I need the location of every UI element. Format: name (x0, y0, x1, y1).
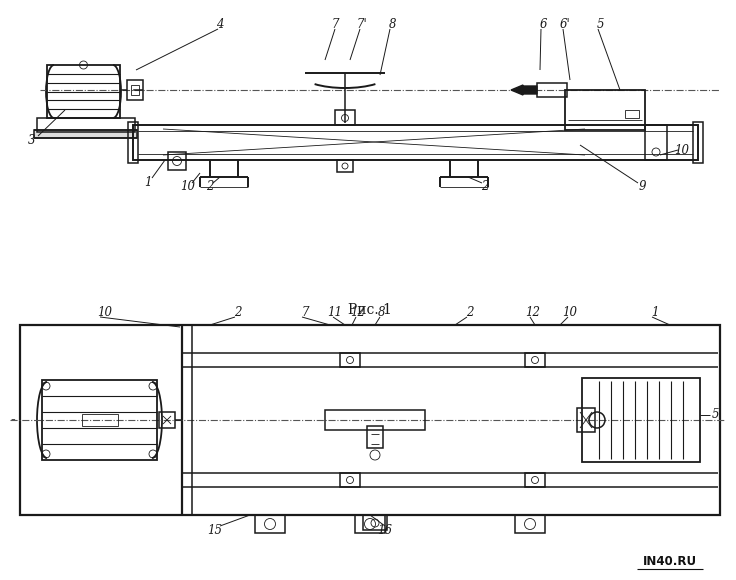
Text: 2: 2 (206, 180, 213, 194)
Text: 5: 5 (711, 408, 719, 422)
Text: 6: 6 (539, 19, 547, 31)
Text: IN40.RU: IN40.RU (643, 555, 697, 568)
Bar (34, 130, 137, 138)
Text: 16: 16 (378, 524, 392, 536)
Bar (582, 378, 700, 462)
Text: 3: 3 (28, 133, 36, 147)
Bar (355, 515, 385, 533)
Bar (133, 125, 698, 160)
Bar (127, 80, 143, 100)
Bar (340, 353, 360, 367)
Text: 7': 7' (357, 19, 367, 31)
Bar (47, 65, 120, 118)
Text: 8: 8 (389, 19, 397, 31)
Text: 1: 1 (144, 176, 152, 189)
Text: 15: 15 (208, 524, 222, 536)
Text: 6': 6' (559, 19, 570, 31)
Bar (363, 515, 387, 530)
Bar (577, 408, 595, 432)
Bar (525, 353, 545, 367)
Text: 4: 4 (216, 19, 224, 31)
Text: 7: 7 (331, 19, 339, 31)
Text: 9: 9 (638, 180, 645, 194)
Text: 2: 2 (466, 306, 474, 320)
Bar (515, 515, 545, 533)
Bar (335, 110, 355, 125)
Text: 11: 11 (328, 306, 342, 320)
Text: 10: 10 (180, 180, 196, 194)
Text: 2: 2 (234, 306, 241, 320)
Text: 5: 5 (596, 19, 604, 31)
Text: 10: 10 (97, 306, 113, 320)
Text: Рис. 1: Рис. 1 (348, 303, 392, 317)
Bar (337, 160, 353, 172)
Bar (537, 83, 567, 97)
Bar (131, 85, 139, 95)
Bar (625, 110, 639, 118)
Text: 8: 8 (378, 306, 386, 320)
Bar (367, 426, 383, 448)
FancyArrow shape (511, 85, 537, 95)
Bar (168, 152, 186, 170)
Text: 12: 12 (526, 306, 540, 320)
Text: 1: 1 (651, 306, 659, 320)
Bar (37, 118, 135, 132)
Bar (693, 122, 703, 163)
Bar (255, 515, 285, 533)
Bar (325, 410, 425, 430)
Bar (159, 412, 175, 428)
Bar (565, 90, 645, 130)
Text: -: - (10, 413, 15, 427)
Bar (82, 414, 118, 426)
Text: 2: 2 (481, 180, 489, 194)
Text: 10: 10 (674, 143, 690, 157)
Text: 10: 10 (562, 306, 578, 320)
Bar (42, 380, 157, 460)
Bar (20, 325, 720, 515)
Text: 12: 12 (350, 306, 366, 320)
Bar (128, 122, 138, 163)
Bar (340, 473, 360, 487)
Text: 7: 7 (301, 306, 308, 320)
Bar (525, 473, 545, 487)
Bar (645, 125, 667, 160)
